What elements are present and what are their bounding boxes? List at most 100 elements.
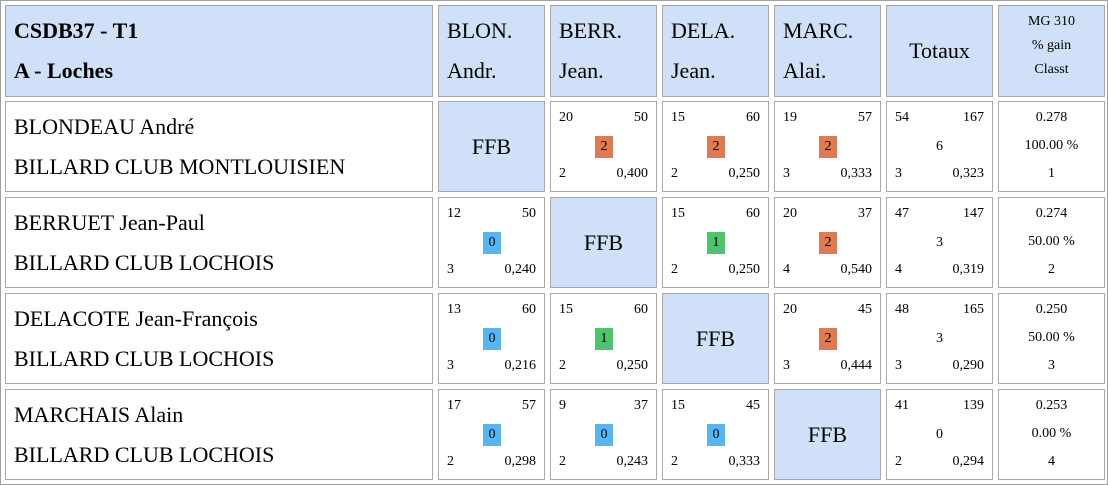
title: CSDB37 - T1 — [14, 18, 139, 43]
match-points: 2 — [819, 328, 837, 350]
column-header-line: MARC. — [783, 18, 854, 43]
innings: 17 — [447, 398, 461, 413]
series: 3 — [447, 262, 454, 277]
innings: 47 — [895, 206, 909, 221]
player-name: BLONDEAU André — [14, 114, 195, 139]
points-target: 37 — [634, 398, 648, 413]
match-points: 0 — [707, 424, 725, 446]
stats-cell: 0.250 50.00 % 3 — [998, 293, 1105, 384]
match-cell: 17 57 2 0,298 0 — [438, 389, 545, 480]
stat-value: 0.278 — [1035, 110, 1068, 125]
match-cell: 9 37 2 0,243 0 — [550, 389, 657, 480]
stat-value: 4 — [1048, 454, 1055, 469]
stats-cell: 0.278 100.00 % 1 — [998, 101, 1105, 192]
player-name: DELACOTE Jean-François — [14, 306, 258, 331]
stats-label: Classt — [1034, 62, 1069, 77]
stats-cell: 0.274 50.00 % 2 — [998, 197, 1105, 288]
totals-label: Totaux — [909, 38, 970, 63]
player-name: MARCHAIS Alain — [14, 402, 184, 427]
subtitle: A - Loches — [14, 58, 113, 83]
points-target: 57 — [522, 398, 536, 413]
innings: 41 — [895, 398, 909, 413]
column-header: BERR. Jean. — [550, 5, 657, 97]
match-points: 0 — [595, 424, 613, 446]
match-points: 2 — [595, 136, 613, 158]
column-header-line: BLON. — [447, 18, 513, 43]
average: 0,250 — [728, 262, 761, 277]
average: 0,290 — [952, 358, 985, 373]
stat-value: 0.250 — [1035, 302, 1068, 317]
average: 0,444 — [840, 358, 873, 373]
self-label: FFB — [807, 422, 848, 447]
column-header: MARC. Alai. — [774, 5, 881, 97]
series: 2 — [671, 454, 678, 469]
series: 4 — [783, 262, 790, 277]
innings: 13 — [447, 302, 461, 317]
innings: 9 — [559, 398, 566, 413]
series: 4 — [895, 262, 902, 277]
stats-label: % gain — [1031, 38, 1072, 53]
stats-cell: 0.253 0.00 % 4 — [998, 389, 1105, 480]
innings: 15 — [671, 206, 685, 221]
series: 2 — [447, 454, 454, 469]
column-header: DELA. Jean. — [662, 5, 769, 97]
series: 2 — [671, 166, 678, 181]
points-target: 57 — [858, 110, 872, 125]
average: 0,319 — [952, 262, 985, 277]
points-target: 45 — [858, 302, 872, 317]
average: 0,294 — [952, 454, 985, 469]
match-points: 0 — [483, 232, 501, 254]
average: 0,333 — [728, 454, 761, 469]
series: 3 — [783, 358, 790, 373]
match-points: 2 — [819, 136, 837, 158]
points-target: 60 — [634, 302, 648, 317]
self-label: FFB — [583, 230, 624, 255]
series: 2 — [895, 454, 902, 469]
player-cell: BLONDEAU André BILLARD CLUB MONTLOUISIEN — [5, 101, 433, 192]
stat-value: 0.00 % — [1031, 426, 1072, 441]
innings: 12 — [447, 206, 461, 221]
average: 0,243 — [616, 454, 649, 469]
match-points: 2 — [819, 232, 837, 254]
innings: 15 — [671, 110, 685, 125]
innings: 20 — [783, 206, 797, 221]
stat-value: 3 — [1048, 358, 1055, 373]
column-header-line: BERR. — [559, 18, 622, 43]
self-cell: FFB — [550, 197, 657, 288]
self-cell: FFB — [662, 293, 769, 384]
match-cell: 20 45 3 0,444 2 — [774, 293, 881, 384]
match-cell: 20 37 4 0,540 2 — [774, 197, 881, 288]
match-points: 0 — [483, 328, 501, 350]
average: 0,216 — [504, 358, 537, 373]
column-header-line: Jean. — [559, 58, 604, 83]
series: 2 — [559, 454, 566, 469]
average: 0,250 — [728, 166, 761, 181]
self-cell: FFB — [774, 389, 881, 480]
totals-header: Totaux — [886, 5, 993, 97]
points-target: 60 — [746, 110, 760, 125]
column-header-line: DELA. — [671, 18, 736, 43]
stats-header: MG 310 % gain Classt — [998, 5, 1105, 97]
series: 3 — [895, 166, 902, 181]
match-cell: 20 50 2 0,400 2 — [550, 101, 657, 192]
column-header-line: Andr. — [447, 58, 497, 83]
club-name: BILLARD CLUB LOCHOIS — [14, 250, 275, 275]
stat-value: 0.253 — [1035, 398, 1068, 413]
match-cell: 12 50 3 0,240 0 — [438, 197, 545, 288]
average: 0,323 — [952, 166, 985, 181]
club-name: BILLARD CLUB LOCHOIS — [14, 442, 275, 467]
match-points: 0 — [483, 424, 501, 446]
innings: 20 — [559, 110, 573, 125]
player-cell: BERRUET Jean-Paul BILLARD CLUB LOCHOIS — [5, 197, 433, 288]
average: 0,298 — [504, 454, 537, 469]
self-cell: FFB — [438, 101, 545, 192]
match-cell: 13 60 3 0,216 0 — [438, 293, 545, 384]
club-name: BILLARD CLUB MONTLOUISIEN — [14, 154, 346, 179]
points-target: 50 — [634, 110, 648, 125]
column-header-line: Alai. — [783, 58, 827, 83]
average: 0,240 — [504, 262, 537, 277]
stat-value: 0.274 — [1035, 206, 1068, 221]
match-cell: 15 60 2 0,250 1 — [662, 197, 769, 288]
match-cell: 15 60 2 0,250 2 — [662, 101, 769, 192]
innings: 15 — [559, 302, 573, 317]
